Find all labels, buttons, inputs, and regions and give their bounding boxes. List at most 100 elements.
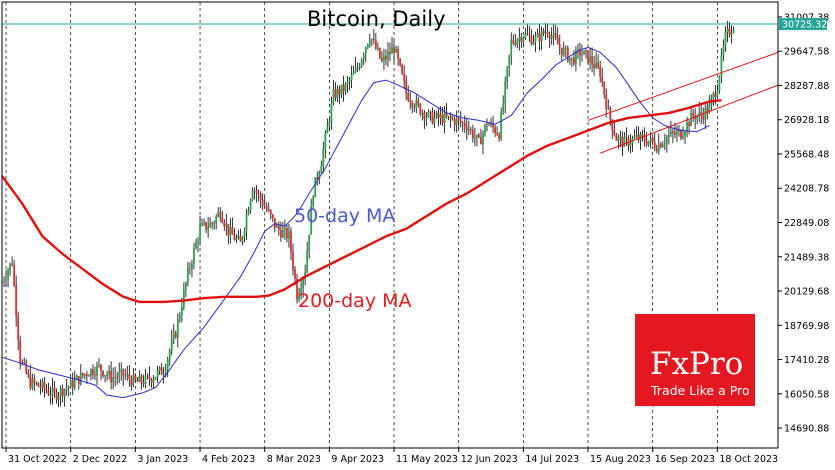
candle xyxy=(338,85,341,105)
trend-channel-line xyxy=(599,84,779,154)
candle xyxy=(482,130,484,155)
candle xyxy=(61,384,64,403)
fxpro-logo: FxPro Trade Like a Pro xyxy=(635,314,755,406)
candle xyxy=(665,134,668,153)
candle xyxy=(336,85,339,103)
candle xyxy=(459,111,462,128)
y-tick-label: 18769.98 xyxy=(784,321,829,332)
candle xyxy=(168,348,171,366)
candle xyxy=(449,112,452,128)
candle xyxy=(399,57,402,68)
candle xyxy=(647,140,650,147)
candle xyxy=(132,368,135,388)
candle xyxy=(688,120,690,135)
candle xyxy=(199,215,201,246)
candle xyxy=(544,23,547,41)
candle xyxy=(158,366,161,375)
candle xyxy=(320,160,323,174)
candle xyxy=(445,103,448,119)
y-tick-label: 26928.18 xyxy=(784,115,829,126)
candle xyxy=(692,108,695,122)
candle xyxy=(49,386,52,405)
candle xyxy=(344,82,347,95)
candle xyxy=(98,357,100,369)
candle xyxy=(643,127,646,147)
y-tick-label: 31007.38 xyxy=(784,12,829,23)
candle xyxy=(605,88,608,118)
candle xyxy=(15,275,18,327)
candle xyxy=(599,60,602,83)
candle xyxy=(352,65,355,75)
candle xyxy=(413,103,416,113)
candle xyxy=(191,259,193,278)
candle xyxy=(118,362,121,384)
candle xyxy=(322,141,325,174)
candle xyxy=(419,103,422,117)
candle xyxy=(55,388,58,404)
candle xyxy=(548,31,551,48)
candle xyxy=(5,269,7,288)
candle xyxy=(273,217,276,233)
candle xyxy=(615,132,618,141)
candle xyxy=(39,379,42,395)
candle xyxy=(587,50,589,65)
candle xyxy=(526,23,529,36)
candle xyxy=(33,374,36,391)
candle xyxy=(29,364,32,391)
candle xyxy=(579,42,581,67)
x-tick-label: 15 Aug 2023 xyxy=(590,454,651,465)
candle xyxy=(706,103,709,120)
candle xyxy=(502,95,505,116)
candle xyxy=(172,324,175,345)
candle xyxy=(512,34,515,46)
candle xyxy=(425,112,428,127)
candle xyxy=(407,85,410,103)
x-tick-label: 16 Sep 2023 xyxy=(655,454,715,465)
candle xyxy=(108,365,111,380)
candle xyxy=(362,52,365,66)
candle xyxy=(550,27,553,45)
candle xyxy=(506,66,509,90)
candle xyxy=(453,115,456,132)
candle xyxy=(368,33,371,48)
candle xyxy=(720,48,723,84)
candle xyxy=(431,107,434,125)
candle xyxy=(219,207,222,223)
candle xyxy=(484,123,486,137)
candle xyxy=(524,28,527,40)
candle xyxy=(288,223,290,248)
candle xyxy=(433,110,436,128)
y-tick-label: 25568.48 xyxy=(784,149,829,160)
candle xyxy=(389,42,391,62)
candle xyxy=(96,361,98,386)
y-tick-label: 16050.58 xyxy=(784,389,829,400)
candle xyxy=(391,36,393,54)
candle xyxy=(486,118,488,132)
candle xyxy=(376,42,379,52)
candle xyxy=(245,208,248,241)
candle xyxy=(57,391,60,408)
candle xyxy=(712,91,715,106)
candle xyxy=(475,134,478,147)
candle xyxy=(417,96,420,108)
candle xyxy=(306,241,309,274)
candle xyxy=(623,132,626,148)
candle xyxy=(102,370,104,378)
candle xyxy=(629,134,632,154)
candle xyxy=(637,126,640,143)
candle xyxy=(570,57,573,68)
candle xyxy=(140,373,143,390)
candle xyxy=(583,50,585,55)
candle xyxy=(41,378,44,393)
candle xyxy=(437,108,440,127)
candle xyxy=(350,65,353,89)
candle xyxy=(601,67,604,87)
candle xyxy=(126,366,129,381)
candle xyxy=(461,120,464,132)
candle xyxy=(564,45,567,58)
candle xyxy=(138,370,141,383)
x-tick-label: 4 Feb 2023 xyxy=(202,454,255,465)
candle xyxy=(536,28,539,38)
candle xyxy=(694,108,697,130)
